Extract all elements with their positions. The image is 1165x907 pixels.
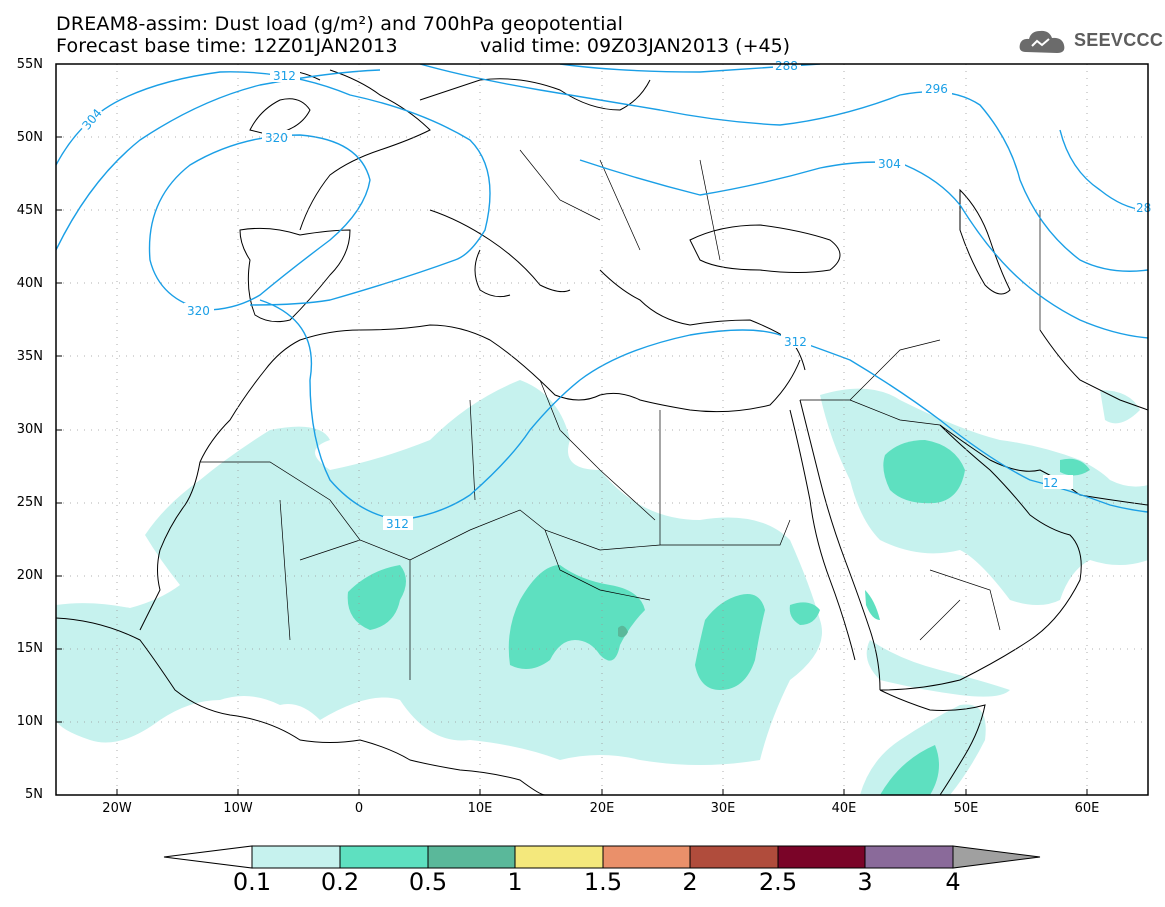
colorbar-swatch: [864, 845, 954, 869]
contour-label: 312: [784, 335, 807, 349]
colorbar-swatch: [339, 845, 429, 869]
coast-italy: [429, 209, 571, 298]
colorbar-label: 0.5: [408, 868, 448, 896]
coast-iberia: [239, 227, 351, 323]
valid-time: valid time: 09Z03JAN2013 (+45): [480, 35, 791, 57]
dust-medium-sudan: [695, 594, 765, 690]
contour-label: 320: [187, 304, 210, 318]
colorbar-label: 0.1: [232, 868, 272, 896]
border-lines: [200, 149, 1041, 680]
lon-label: 10W: [223, 801, 253, 816]
forecast-base-time: Forecast base time: 12Z01JAN2013: [56, 35, 398, 57]
lat-label: 55N: [16, 57, 43, 72]
contour-label: 312: [273, 69, 296, 83]
lon-label: 30E: [710, 801, 736, 816]
coast-red-sea: [789, 399, 881, 691]
map-title: DREAM8-assim: Dust load (g/m²) and 700hP…: [56, 13, 624, 35]
lon-label: 20E: [589, 801, 615, 816]
coast-caspian: [959, 188, 1011, 295]
lon-label: 10E: [467, 801, 493, 816]
contour-label: 288: [775, 59, 798, 73]
dust-medium-sahel-w: [347, 565, 406, 630]
lon-label: 40E: [831, 801, 857, 816]
coast-north-africa: [199, 324, 801, 463]
coast-greece-turkey: [599, 269, 806, 371]
dust-field: [56, 380, 1148, 795]
contour-28: [1059, 129, 1148, 211]
contour-304-east: [579, 159, 1148, 339]
colorbar-label: 3: [857, 868, 873, 896]
colorbar-label: 1.5: [583, 868, 623, 896]
colorbar-label: 2.5: [758, 868, 798, 896]
colorbar-label: 0.2: [320, 868, 360, 896]
lat-label: 25N: [16, 495, 43, 510]
contour-label: 12: [1043, 476, 1058, 490]
logo-text: SEEVCCC: [1074, 30, 1164, 50]
lon-label: 20W: [102, 801, 132, 816]
coast-west-sahara: [139, 461, 201, 631]
coast-iran: [1039, 329, 1148, 411]
coast-france-uk: [249, 69, 431, 231]
dust-medium-chad: [508, 565, 645, 669]
colorbar-swatch: [777, 845, 866, 869]
colorbar-label: 4: [945, 868, 961, 896]
axis-ticks: [56, 63, 1088, 795]
coast-horn: [879, 689, 986, 795]
colorbar-swatch: [689, 845, 779, 869]
colorbar-swatch: [427, 845, 516, 869]
dust-medium-somalia: [880, 745, 939, 795]
dust-medium-redsea: [865, 590, 880, 620]
lon-label: 50E: [953, 801, 979, 816]
dust-light-east-patch: [1100, 390, 1140, 424]
lat-label: 30N: [16, 422, 43, 437]
colorbar-swatch: [514, 845, 604, 869]
contour-320: [148, 134, 371, 311]
seevccc-logo: SEEVCCC: [1018, 26, 1163, 58]
coast-arabia: [879, 424, 1082, 691]
contour-label: 320: [265, 131, 288, 145]
lat-label: 50N: [16, 130, 43, 145]
lat-label: 10N: [16, 714, 43, 729]
gridlines: [56, 64, 1148, 795]
dust-light-region: [56, 380, 822, 765]
colorbar-label: 2: [682, 868, 698, 896]
contour-304: [56, 71, 491, 306]
lat-label: 40N: [16, 276, 43, 291]
contour-label: 304: [878, 157, 901, 171]
lat-label: 15N: [16, 641, 43, 656]
coastlines: [56, 69, 1148, 795]
coast-baltic: [419, 78, 651, 111]
dust-medium-iran: [1060, 458, 1090, 476]
dust-light-gulf: [866, 640, 1010, 697]
contour-label: 312: [386, 517, 409, 531]
coast-gulf: [939, 424, 1148, 506]
contour-label: 296: [925, 82, 948, 96]
colorbar-swatch: [251, 845, 341, 869]
lon-label: 60E: [1074, 801, 1100, 816]
dust-light-east: [820, 388, 1148, 605]
colorbar-low-arrow: [163, 845, 253, 869]
colorbar-swatch: [602, 845, 691, 869]
borders: [200, 149, 1041, 680]
contour-296: [419, 64, 1148, 272]
lon-label: 0: [354, 801, 364, 816]
colorbar-label: 1: [507, 868, 523, 896]
contour-312: [56, 69, 1148, 521]
dust-medium-ethiopia: [789, 602, 820, 625]
contour-label: 28: [1136, 201, 1151, 215]
coast-africa-west: [56, 617, 546, 795]
lat-label: 5N: [25, 787, 43, 802]
lat-label: 20N: [16, 568, 43, 583]
lat-label: 45N: [16, 203, 43, 218]
dust-dense-spot: [618, 625, 628, 638]
dust-medium-arabia: [883, 440, 965, 504]
lat-label: 35N: [16, 349, 43, 364]
coast-black-sea: [689, 224, 841, 273]
colorbar-high-arrow: [952, 845, 1041, 869]
colorbar: [163, 845, 1041, 869]
cloud-icon: [1019, 30, 1065, 53]
